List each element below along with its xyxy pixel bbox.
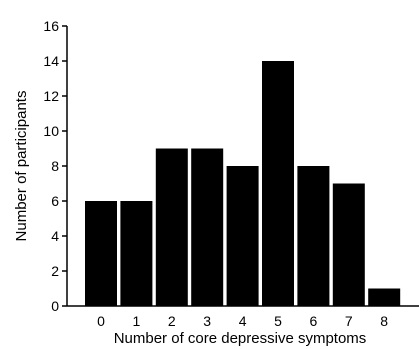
- y-axis-ticks: 0 2 4 6 8 10 12 14 16: [43, 18, 67, 314]
- y-axis-label: Number of participants: [13, 91, 30, 242]
- bar-7: [332, 183, 365, 306]
- x-tick-label-7: 7: [345, 313, 353, 329]
- bars-group: [85, 61, 401, 306]
- bar-4: [226, 166, 259, 306]
- y-tick-label-16: 16: [43, 18, 59, 34]
- bar-0: [85, 201, 117, 306]
- x-tick-label-2: 2: [168, 313, 176, 329]
- y-tick-label-14: 14: [43, 53, 59, 69]
- bar-3: [191, 148, 224, 306]
- bar-2: [155, 148, 188, 306]
- bar-5: [262, 61, 294, 306]
- y-tick-label-2: 2: [51, 263, 59, 279]
- x-tick-label-6: 6: [310, 313, 318, 329]
- x-tick-label-0: 0: [97, 313, 105, 329]
- x-tick-label-5: 5: [274, 313, 282, 329]
- x-axis-label: Number of core depressive symptoms: [114, 330, 367, 347]
- x-tick-label-1: 1: [133, 313, 141, 329]
- x-tick-label-8: 8: [380, 313, 388, 329]
- x-axis-ticks: 0 1 2 3 4 5 6 7 8: [97, 313, 388, 329]
- y-tick-label-10: 10: [43, 123, 59, 139]
- y-tick-label-8: 8: [51, 158, 59, 174]
- y-tick-label-4: 4: [51, 228, 59, 244]
- y-tick-label-0: 0: [51, 298, 59, 314]
- x-tick-label-3: 3: [203, 313, 211, 329]
- bar-6: [297, 166, 330, 306]
- y-tick-label-12: 12: [43, 88, 59, 104]
- bar-1: [120, 201, 153, 306]
- x-tick-label-4: 4: [239, 313, 247, 329]
- y-tick-label-6: 6: [51, 193, 59, 209]
- bar-8: [368, 288, 401, 306]
